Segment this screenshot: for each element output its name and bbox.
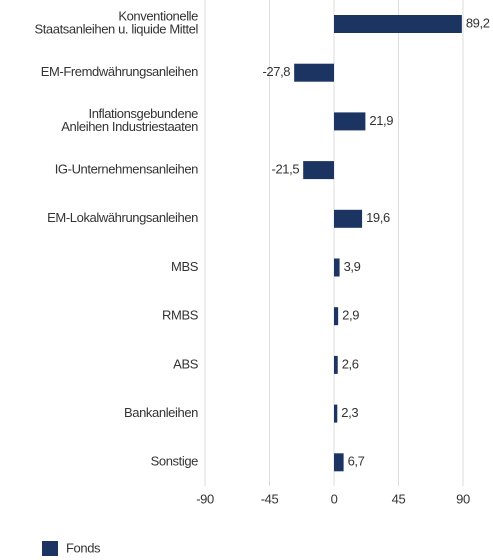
- value-label: 2,6: [342, 356, 359, 371]
- x-tick-label: -90: [196, 491, 214, 506]
- y-tick-label: Konventionelle Staatsanleihen u. liquide …: [34, 9, 198, 37]
- bar: [334, 258, 340, 277]
- legend-swatch: [42, 541, 58, 556]
- y-tick-label: ABS: [173, 356, 199, 371]
- value-label: 6,7: [348, 454, 365, 469]
- x-tick-label: 0: [331, 491, 338, 506]
- y-tick-label: MBS: [171, 259, 199, 274]
- y-tick-label: Bankanleihen: [124, 405, 198, 420]
- bar: [334, 15, 462, 33]
- value-label: -27,8: [263, 64, 291, 79]
- bar: [303, 161, 334, 180]
- value-label: 21,9: [369, 113, 393, 128]
- bar: [294, 63, 334, 82]
- value-label: 19,6: [366, 210, 390, 225]
- value-label: -21,5: [272, 162, 300, 177]
- x-tick-label: 45: [392, 491, 406, 506]
- bar: [334, 307, 339, 326]
- bar: [334, 404, 338, 423]
- bar: [334, 112, 366, 131]
- x-tick-label: -45: [261, 491, 279, 506]
- y-tick-label: Inflationsgebundene Anleihen Industriesta…: [61, 106, 198, 134]
- y-tick-label: EM-Fremdwährungsanleihen: [41, 64, 198, 79]
- bar: [334, 453, 344, 472]
- y-tick-label: IG-Unternehmensanleihen: [55, 162, 198, 177]
- bar: [334, 355, 338, 374]
- value-label: 3,9: [344, 259, 361, 274]
- y-tick-label: RMBS: [162, 308, 199, 323]
- value-label: 2,9: [342, 308, 359, 323]
- legend-label: Fonds: [66, 540, 101, 555]
- bar: [334, 209, 363, 228]
- x-tick-label: 90: [456, 491, 470, 506]
- y-tick-label: Sonstige: [151, 454, 199, 469]
- value-label: 2,3: [341, 405, 358, 420]
- y-tick-label: EM-Lokalwährungsanleihen: [47, 210, 198, 225]
- value-label: 89,2: [466, 15, 490, 30]
